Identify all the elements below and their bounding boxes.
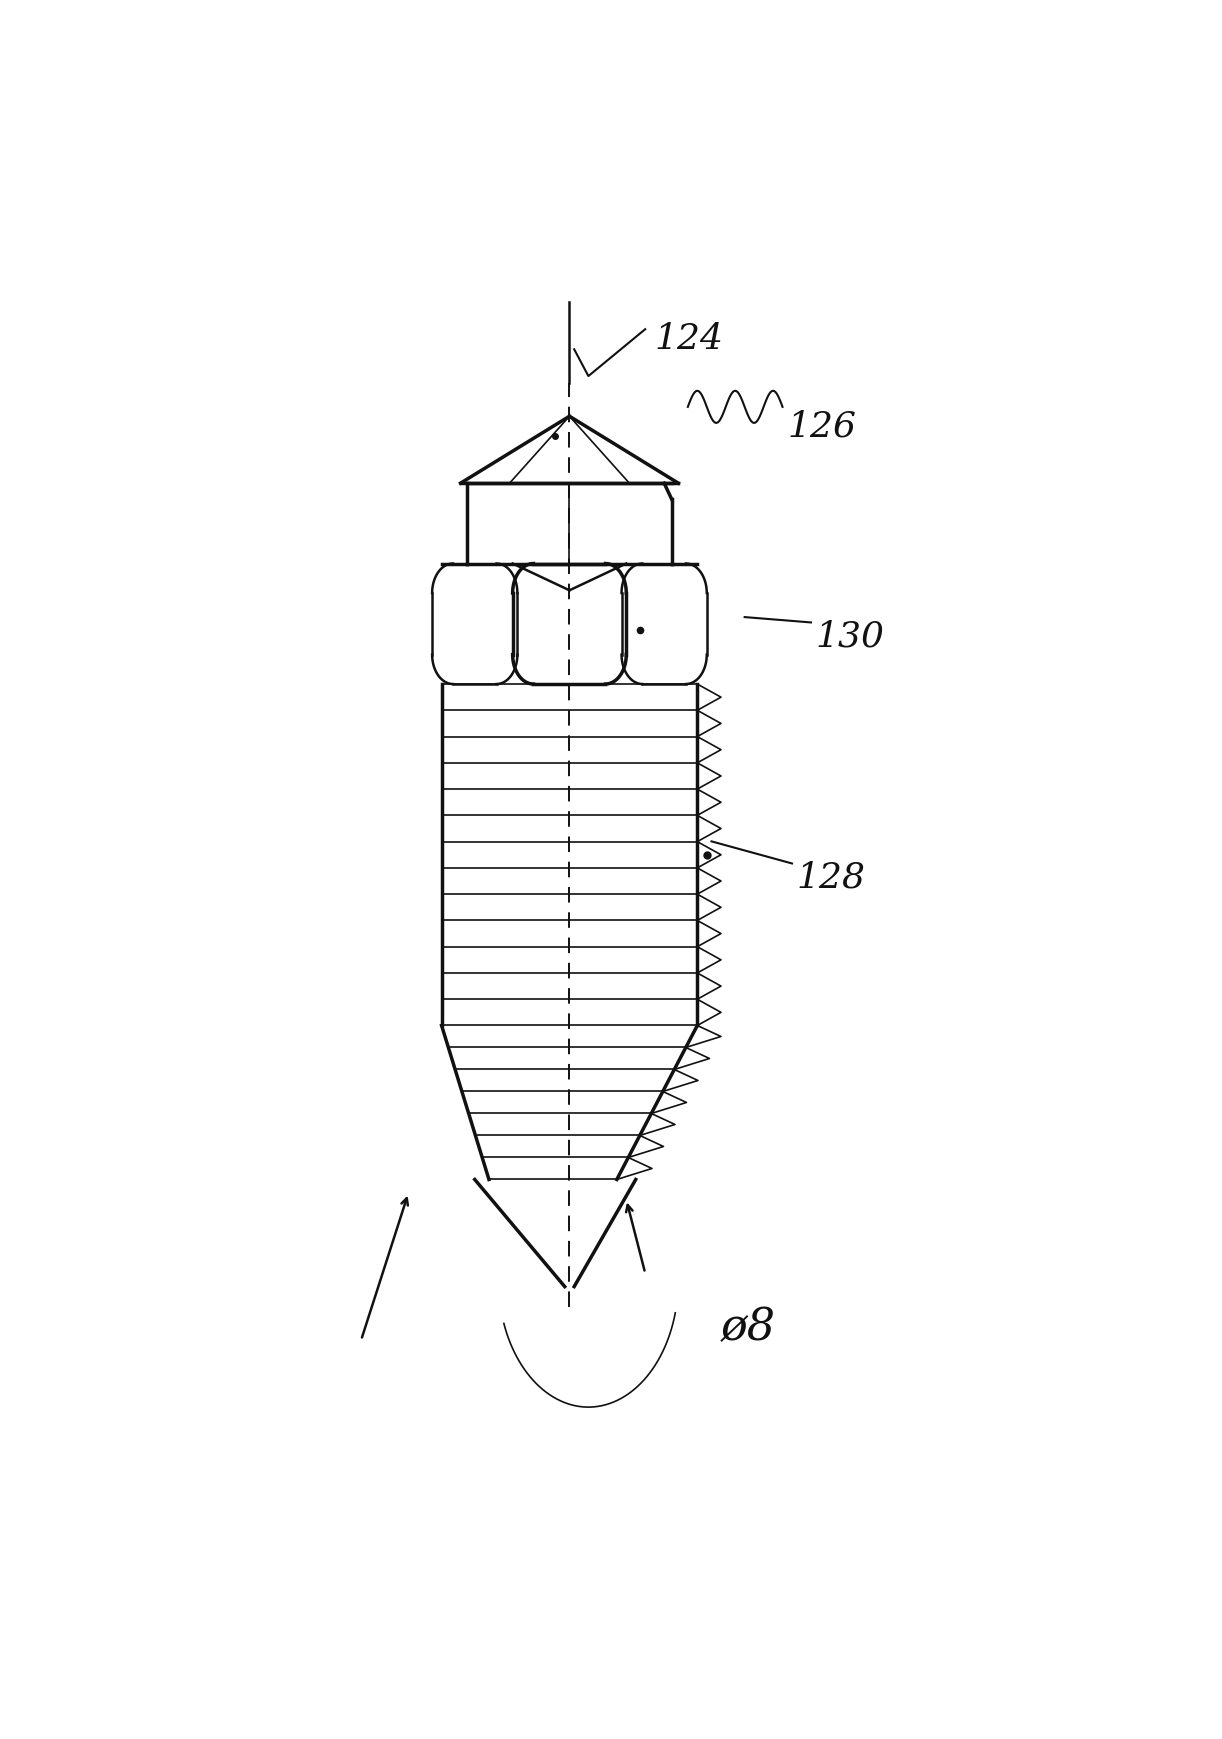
Text: 130: 130	[816, 619, 885, 654]
Text: 126: 126	[787, 409, 857, 443]
Text: 124: 124	[655, 322, 723, 356]
Text: 128: 128	[797, 861, 865, 894]
Text: ø8: ø8	[721, 1306, 776, 1349]
